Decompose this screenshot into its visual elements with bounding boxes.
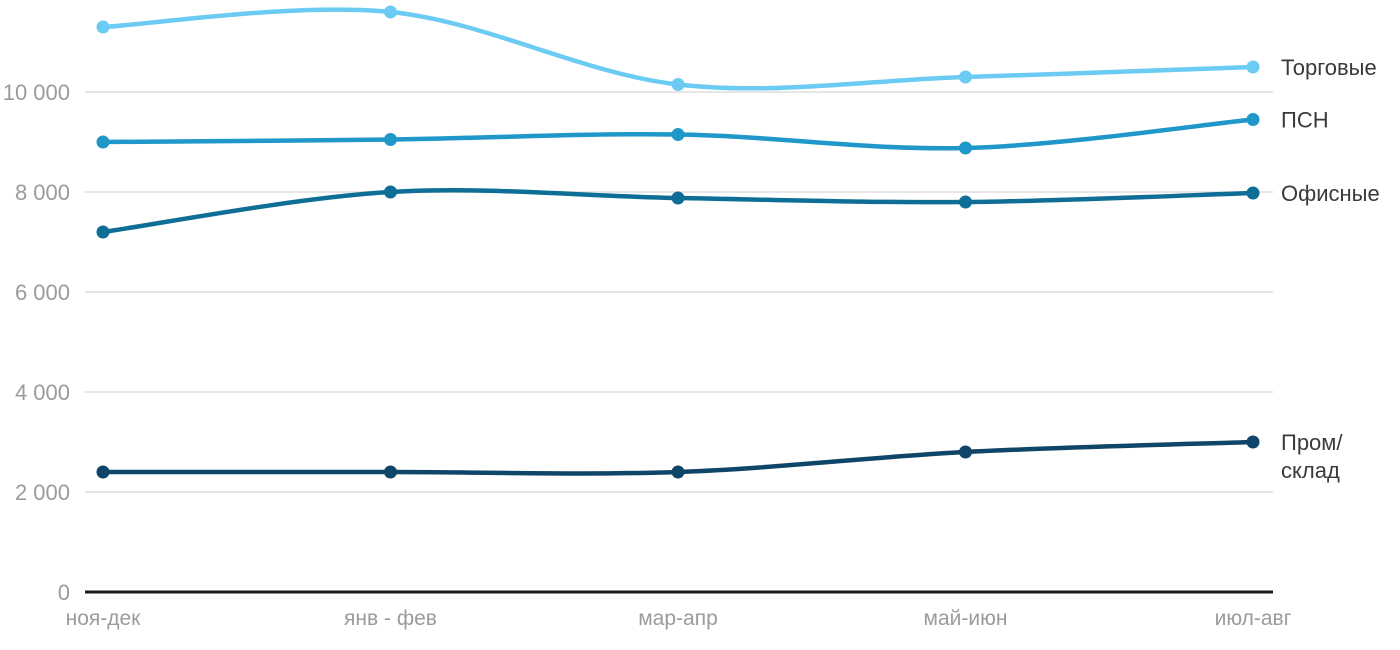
data-point — [384, 185, 397, 199]
y-axis-tick-label: 10 000 — [3, 80, 70, 105]
legend-label-1: ПСН — [1281, 108, 1329, 133]
data-point — [96, 225, 110, 239]
legend-label-3: Пром/склад — [1281, 430, 1343, 483]
data-point — [384, 133, 397, 146]
x-axis-category-label: май-июн — [924, 607, 1008, 630]
data-point — [959, 70, 972, 84]
data-point — [671, 128, 685, 141]
data-point — [1246, 186, 1260, 200]
y-axis-tick-label: 8 000 — [15, 180, 70, 205]
data-point — [96, 135, 110, 149]
y-axis-tick-label: 2 000 — [15, 480, 70, 505]
data-point — [384, 465, 397, 479]
data-point — [384, 5, 397, 19]
data-point — [959, 445, 972, 459]
y-axis-tick-label: 6 000 — [15, 280, 70, 305]
data-point — [1246, 60, 1260, 74]
data-point — [1246, 435, 1260, 449]
x-axis-category-label: июл-авг — [1215, 607, 1292, 630]
data-point — [1246, 113, 1260, 126]
legend-label-0: Торговые — [1281, 55, 1377, 80]
data-point — [959, 195, 972, 209]
data-point — [671, 465, 685, 479]
x-axis-category-label: мар-апр — [638, 607, 718, 630]
data-point — [671, 78, 685, 91]
series-line-0 — [100, 7, 1256, 91]
data-point — [671, 191, 685, 205]
y-axis-tick-label: 0 — [58, 580, 70, 605]
x-axis-category-label: янв - фев — [344, 607, 437, 630]
x-axis-category-label: ноя-дек — [66, 607, 142, 630]
data-point — [96, 465, 110, 479]
y-axis-tick-label: 4 000 — [15, 380, 70, 405]
data-point — [96, 20, 110, 34]
data-point — [959, 141, 972, 155]
legend-label-2: Офисные — [1281, 181, 1380, 206]
